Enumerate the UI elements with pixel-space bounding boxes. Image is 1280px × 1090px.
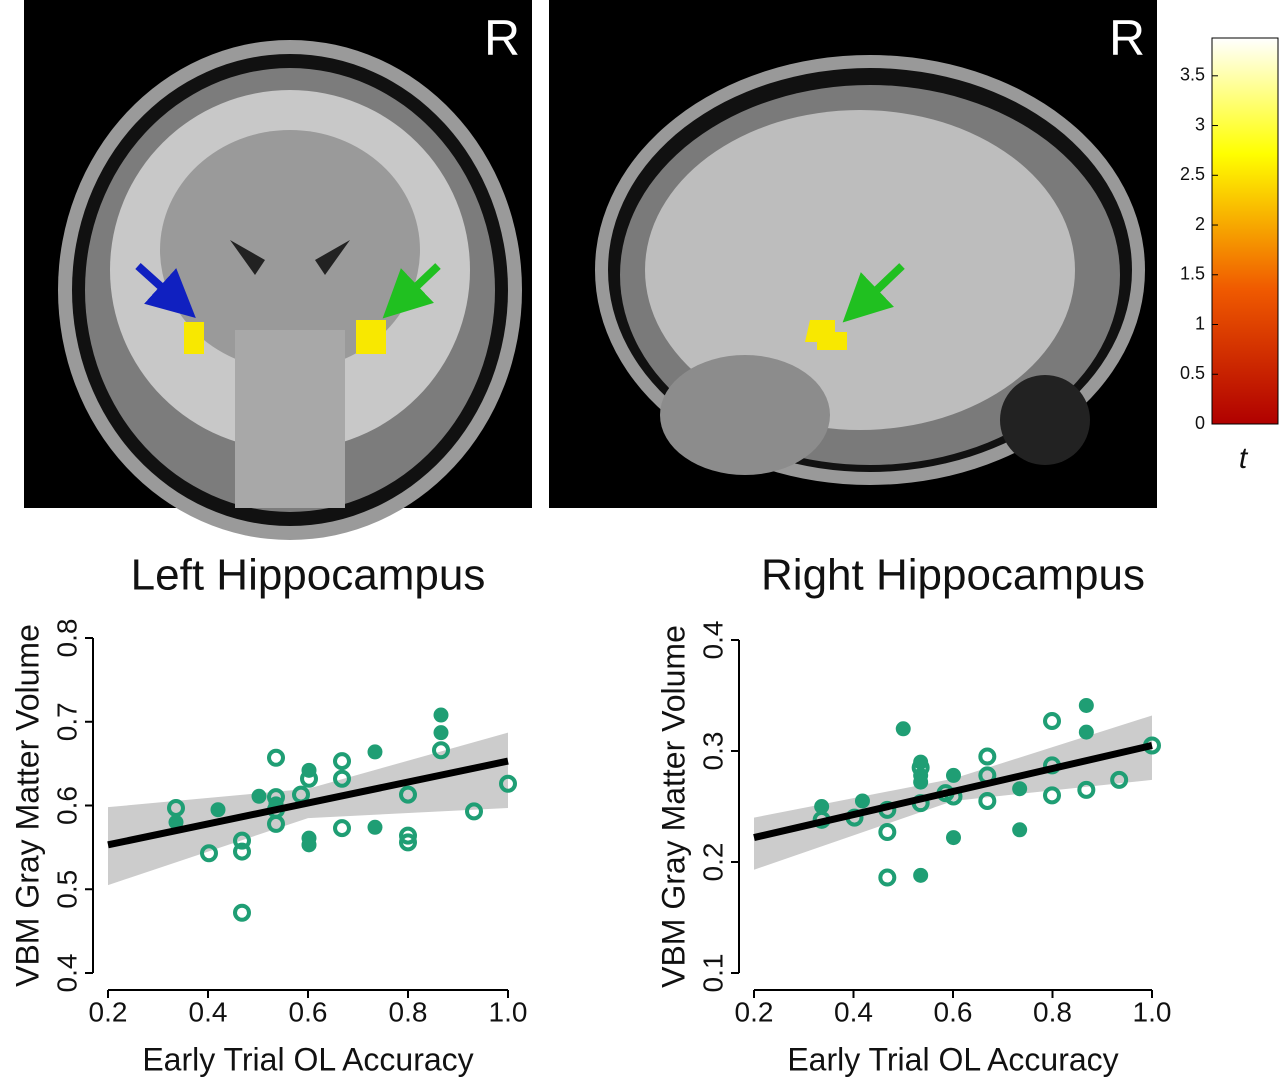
data-point — [251, 788, 267, 804]
y-tick-label: 0.7 — [51, 702, 82, 741]
y-tick-label: 0.8 — [51, 619, 82, 658]
data-point — [432, 741, 450, 760]
data-point — [367, 744, 383, 760]
data-point — [878, 868, 897, 887]
y-axis-label: VBM Gray Matter Volume — [9, 624, 45, 987]
chart-title: Right Hippocampus — [761, 551, 1145, 600]
data-point — [978, 791, 997, 810]
data-point — [168, 814, 184, 830]
y-tick-label: 0.6 — [51, 786, 82, 825]
x-tick-label: 0.4 — [834, 996, 873, 1027]
x-tick-label: 0.8 — [389, 996, 428, 1027]
x-tick-label: 0.6 — [289, 996, 328, 1027]
data-point — [1078, 697, 1094, 713]
data-point — [978, 747, 997, 766]
data-point — [1110, 770, 1129, 789]
data-point — [1012, 781, 1028, 797]
data-point — [913, 774, 929, 790]
data-point — [233, 903, 251, 922]
orientation-label: R — [1109, 10, 1145, 66]
data-point — [913, 867, 929, 883]
x-tick-label: 1.0 — [1133, 996, 1172, 1027]
data-point — [878, 823, 897, 842]
data-point — [333, 819, 351, 838]
data-point — [1077, 780, 1096, 799]
colorbar-tick-label: 1 — [1195, 313, 1205, 333]
data-point — [210, 802, 226, 818]
data-point — [399, 833, 417, 852]
data-point — [301, 837, 317, 853]
orientation-label: R — [484, 10, 520, 66]
x-tick-label: 0.2 — [735, 996, 774, 1027]
fit-line — [753, 742, 1153, 841]
chart-title: Left Hippocampus — [131, 551, 486, 600]
x-tick-label: 0.8 — [1033, 996, 1072, 1027]
y-tick-label: 0.4 — [697, 621, 728, 660]
x-tick-label: 0.2 — [89, 996, 128, 1027]
data-point — [333, 752, 351, 771]
data-point — [1043, 712, 1062, 731]
data-point — [301, 762, 317, 778]
data-point — [233, 842, 251, 861]
x-axis-label: Early Trial OL Accuracy — [787, 1041, 1118, 1077]
y-tick-label: 0.4 — [51, 954, 82, 993]
colorbar-tick-label: 2.5 — [1180, 164, 1205, 184]
data-point — [233, 831, 251, 850]
colorbar — [1211, 37, 1279, 425]
data-point — [1012, 822, 1028, 838]
data-point — [854, 793, 870, 809]
coronal-image — [24, 0, 532, 540]
colorbar-tick-label: 0.5 — [1180, 363, 1205, 383]
data-point — [267, 814, 285, 833]
data-point — [433, 725, 449, 741]
y-tick-label: 0.1 — [697, 954, 728, 993]
colorbar-tick-label: 0 — [1195, 413, 1205, 433]
x-tick-label: 0.4 — [189, 996, 228, 1027]
data-point — [1043, 786, 1062, 805]
data-point — [267, 748, 285, 767]
fit-line — [107, 757, 509, 849]
data-point — [333, 769, 351, 788]
data-point — [200, 844, 218, 863]
data-point — [895, 721, 911, 737]
y-tick-label: 0.3 — [697, 732, 728, 771]
colorbar-tick-label: 3 — [1195, 114, 1205, 134]
x-tick-label: 1.0 — [489, 996, 528, 1027]
y-tick-label: 0.5 — [51, 870, 82, 909]
colorbar-label: t — [1239, 442, 1249, 475]
colorbar-tick-label: 2 — [1195, 214, 1205, 234]
y-axis-label: VBM Gray Matter Volume — [655, 625, 691, 988]
data-point — [1078, 724, 1094, 740]
data-point — [814, 799, 830, 814]
data-point — [465, 802, 483, 821]
data-point — [399, 826, 417, 845]
sagittal-image — [549, 0, 1157, 508]
colorbar-tick-label: 3.5 — [1180, 65, 1205, 85]
data-point — [945, 830, 961, 846]
x-tick-label: 0.6 — [934, 996, 973, 1027]
data-point — [367, 819, 383, 835]
colorbar-tick-label: 1.5 — [1180, 264, 1205, 284]
data-point — [913, 754, 929, 770]
x-axis-label: Early Trial OL Accuracy — [142, 1041, 473, 1077]
data-point — [945, 767, 961, 783]
y-tick-label: 0.2 — [697, 843, 728, 882]
data-point — [499, 774, 517, 793]
data-point — [433, 707, 449, 723]
data-point — [399, 785, 417, 804]
